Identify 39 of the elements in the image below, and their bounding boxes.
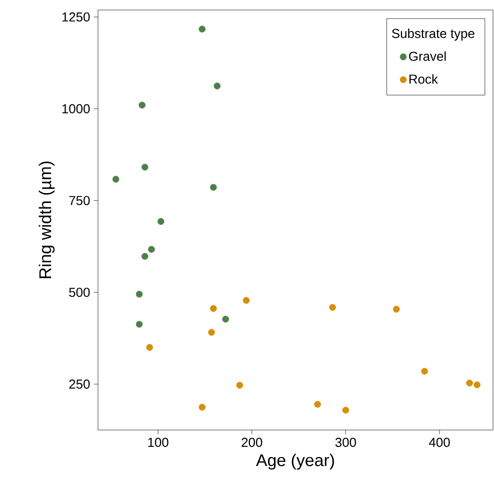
x-tick-label: 300 (335, 438, 356, 447)
x-tick-label: 400 (429, 438, 450, 447)
y-tick-label: 750 (69, 196, 90, 206)
point (236, 382, 244, 389)
x-axis-title: Age (year) (256, 454, 334, 470)
point (210, 305, 217, 312)
point (157, 218, 164, 225)
point (329, 304, 336, 311)
point (138, 102, 146, 108)
point (210, 184, 217, 191)
x-tick-label: 100 (148, 438, 168, 447)
y-tick-label: 500 (69, 288, 90, 297)
point (198, 404, 206, 411)
point (136, 290, 143, 298)
y-axis-title: Ring width (µm) (38, 162, 55, 278)
point (421, 368, 428, 375)
point (466, 380, 473, 386)
point (142, 164, 148, 171)
point (214, 82, 221, 90)
x-tick-label: 200 (242, 438, 262, 447)
point (242, 297, 250, 304)
point (146, 344, 153, 351)
point (314, 400, 321, 408)
legend-label: Gravel (409, 51, 446, 61)
y-tick-label: 1000 (62, 104, 90, 114)
point (198, 26, 206, 32)
point (136, 320, 143, 328)
point (474, 381, 480, 388)
legend-title: Substrate type (392, 28, 474, 41)
point (222, 316, 229, 323)
y-tick-label: 250 (69, 380, 90, 389)
point (142, 252, 148, 260)
point (148, 246, 155, 253)
point (208, 328, 215, 336)
point (112, 176, 120, 183)
legend-label: Rock (409, 74, 438, 84)
y-tick-label: 1250 (62, 12, 90, 22)
point (342, 406, 350, 414)
point (392, 306, 400, 313)
